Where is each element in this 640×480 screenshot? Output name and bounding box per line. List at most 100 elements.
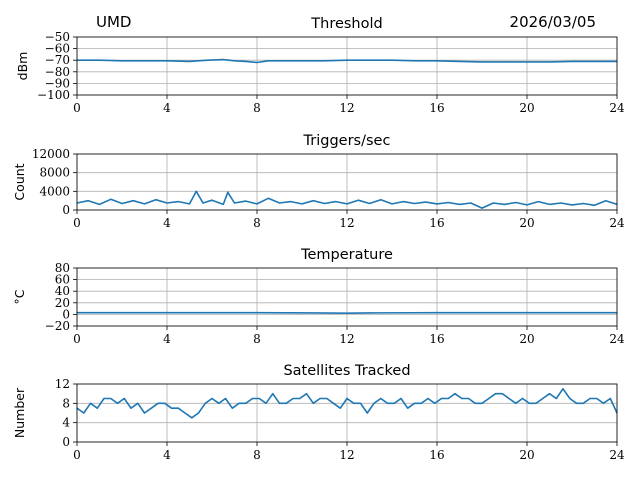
satellites-point-42 [359,402,362,404]
triggers-point-44 [548,203,551,205]
threshold-point-8 [233,60,236,62]
triggers-point-38 [481,207,483,209]
triggers-point-42 [526,204,528,206]
threshold-ytick-label-3: −70 [45,53,70,67]
threshold-point-2 [121,60,123,62]
satellites-point-41 [353,402,355,404]
threshold-point-21 [481,61,483,63]
threshold-point-7 [222,59,224,61]
threshold-point-9 [245,60,247,62]
satellites-point-6 [116,402,119,404]
threshold-point-26 [593,60,596,62]
triggers-point-30 [391,203,393,205]
satellites-point-58 [467,397,470,400]
threshold-ytick-label-4: −60 [45,42,70,56]
satellites-point-75 [582,402,584,404]
triggers-ylabel: Count [12,163,27,200]
satellites-point-15 [177,407,179,409]
satellites-point-3 [96,407,98,409]
triggers-xtick-label-2: 8 [253,216,261,230]
threshold-ytick-label-1: −90 [45,76,70,90]
triggers-point-2 [98,203,101,205]
temperature-ytick-label-4: 60 [55,273,70,287]
triggers-point-25 [335,201,337,203]
temperature-title: Temperature [300,247,393,263]
temperature-ylabel: °C [12,289,27,304]
satellites-point-57 [461,397,463,400]
triggers-point-15 [227,191,229,193]
satellites-point-34 [305,393,308,395]
temperature-point-6 [436,312,438,314]
threshold-point-15 [346,59,348,61]
triggers-point-10 [188,203,191,205]
threshold-title: Threshold [310,16,382,32]
triggers-point-45 [560,202,562,204]
threshold-xtick-label-0: 0 [73,101,81,115]
chart-panels: 0 4 8 12 16 20 24 −100−90−80−70−60−50 Threshold d… [12,16,625,462]
triggers-point-33 [425,201,427,203]
satellites-ytick-label-2: 8 [62,396,70,410]
satellites-point-59 [474,402,476,404]
temperature-xtick-label-6: 24 [609,332,625,346]
triggers-xtick-label-6: 24 [609,216,625,230]
date-label: 2026/03/05 [510,13,596,31]
threshold-point-17 [391,59,393,61]
temperature-xtick-label-0: 0 [73,332,81,346]
threshold-point-20 [458,60,461,62]
satellites-ytick-label-1: 4 [62,416,70,430]
satellites-point-18 [197,412,200,414]
threshold-ytick-label-2: −80 [45,65,70,79]
satellites-xtick-label-4: 16 [429,448,444,462]
triggers-point-39 [492,202,494,204]
triggers-point-36 [458,203,461,205]
threshold-point-12 [278,60,281,62]
satellites-point-60 [481,402,483,404]
satellites-point-32 [292,397,294,400]
triggers-point-17 [245,200,247,202]
threshold-point-23 [526,61,528,63]
station-label: UMD [96,13,131,31]
triggers-point-7 [155,199,157,201]
satellites-point-29 [272,393,274,395]
triggers-point-48 [593,204,596,206]
satellites-xtick-label-5: 20 [519,448,534,462]
triggers-point-32 [413,202,416,205]
triggers-point-31 [402,201,404,203]
satellites-point-20 [211,397,213,400]
threshold-xtick-label-5: 20 [519,101,534,115]
satellites-ytick-label-3: 12 [55,377,70,391]
satellites-point-69 [542,397,544,400]
satellites-point-46 [386,402,389,404]
temperature-xtick-label-3: 12 [339,332,354,346]
satellites-point-14 [170,407,173,409]
satellites-xtick-label-3: 12 [339,448,354,462]
temperature-ytick-label-0: −20 [45,319,70,333]
triggers-xtick-label-3: 12 [339,216,354,230]
triggers-xtick-label-1: 4 [163,216,171,230]
satellites-point-67 [528,402,530,404]
triggers-ytick-label-2: 8000 [39,166,70,180]
triggers-point-43 [537,201,539,203]
satellites-point-26 [251,397,254,400]
threshold-point-25 [571,60,573,62]
temperature-point-2 [256,312,258,314]
satellites-point-54 [440,397,443,400]
temperature-ytick-label-2: 20 [55,296,70,310]
threshold-point-19 [436,60,438,62]
triggers-point-34 [436,203,438,205]
satellites-point-44 [373,402,375,404]
triggers-point-14 [222,203,224,205]
threshold-point-6 [206,59,209,61]
threshold-point-14 [323,60,326,62]
satellites-point-25 [245,402,247,404]
triggers-point-11 [195,190,197,192]
satellites-point-78 [602,402,605,404]
triggers-point-9 [177,201,179,203]
threshold-point-1 [98,59,101,61]
threshold-point-3 [143,60,146,62]
satellites-point-35 [312,402,314,404]
triggers-point-8 [166,202,168,204]
threshold-point-11 [267,60,269,62]
